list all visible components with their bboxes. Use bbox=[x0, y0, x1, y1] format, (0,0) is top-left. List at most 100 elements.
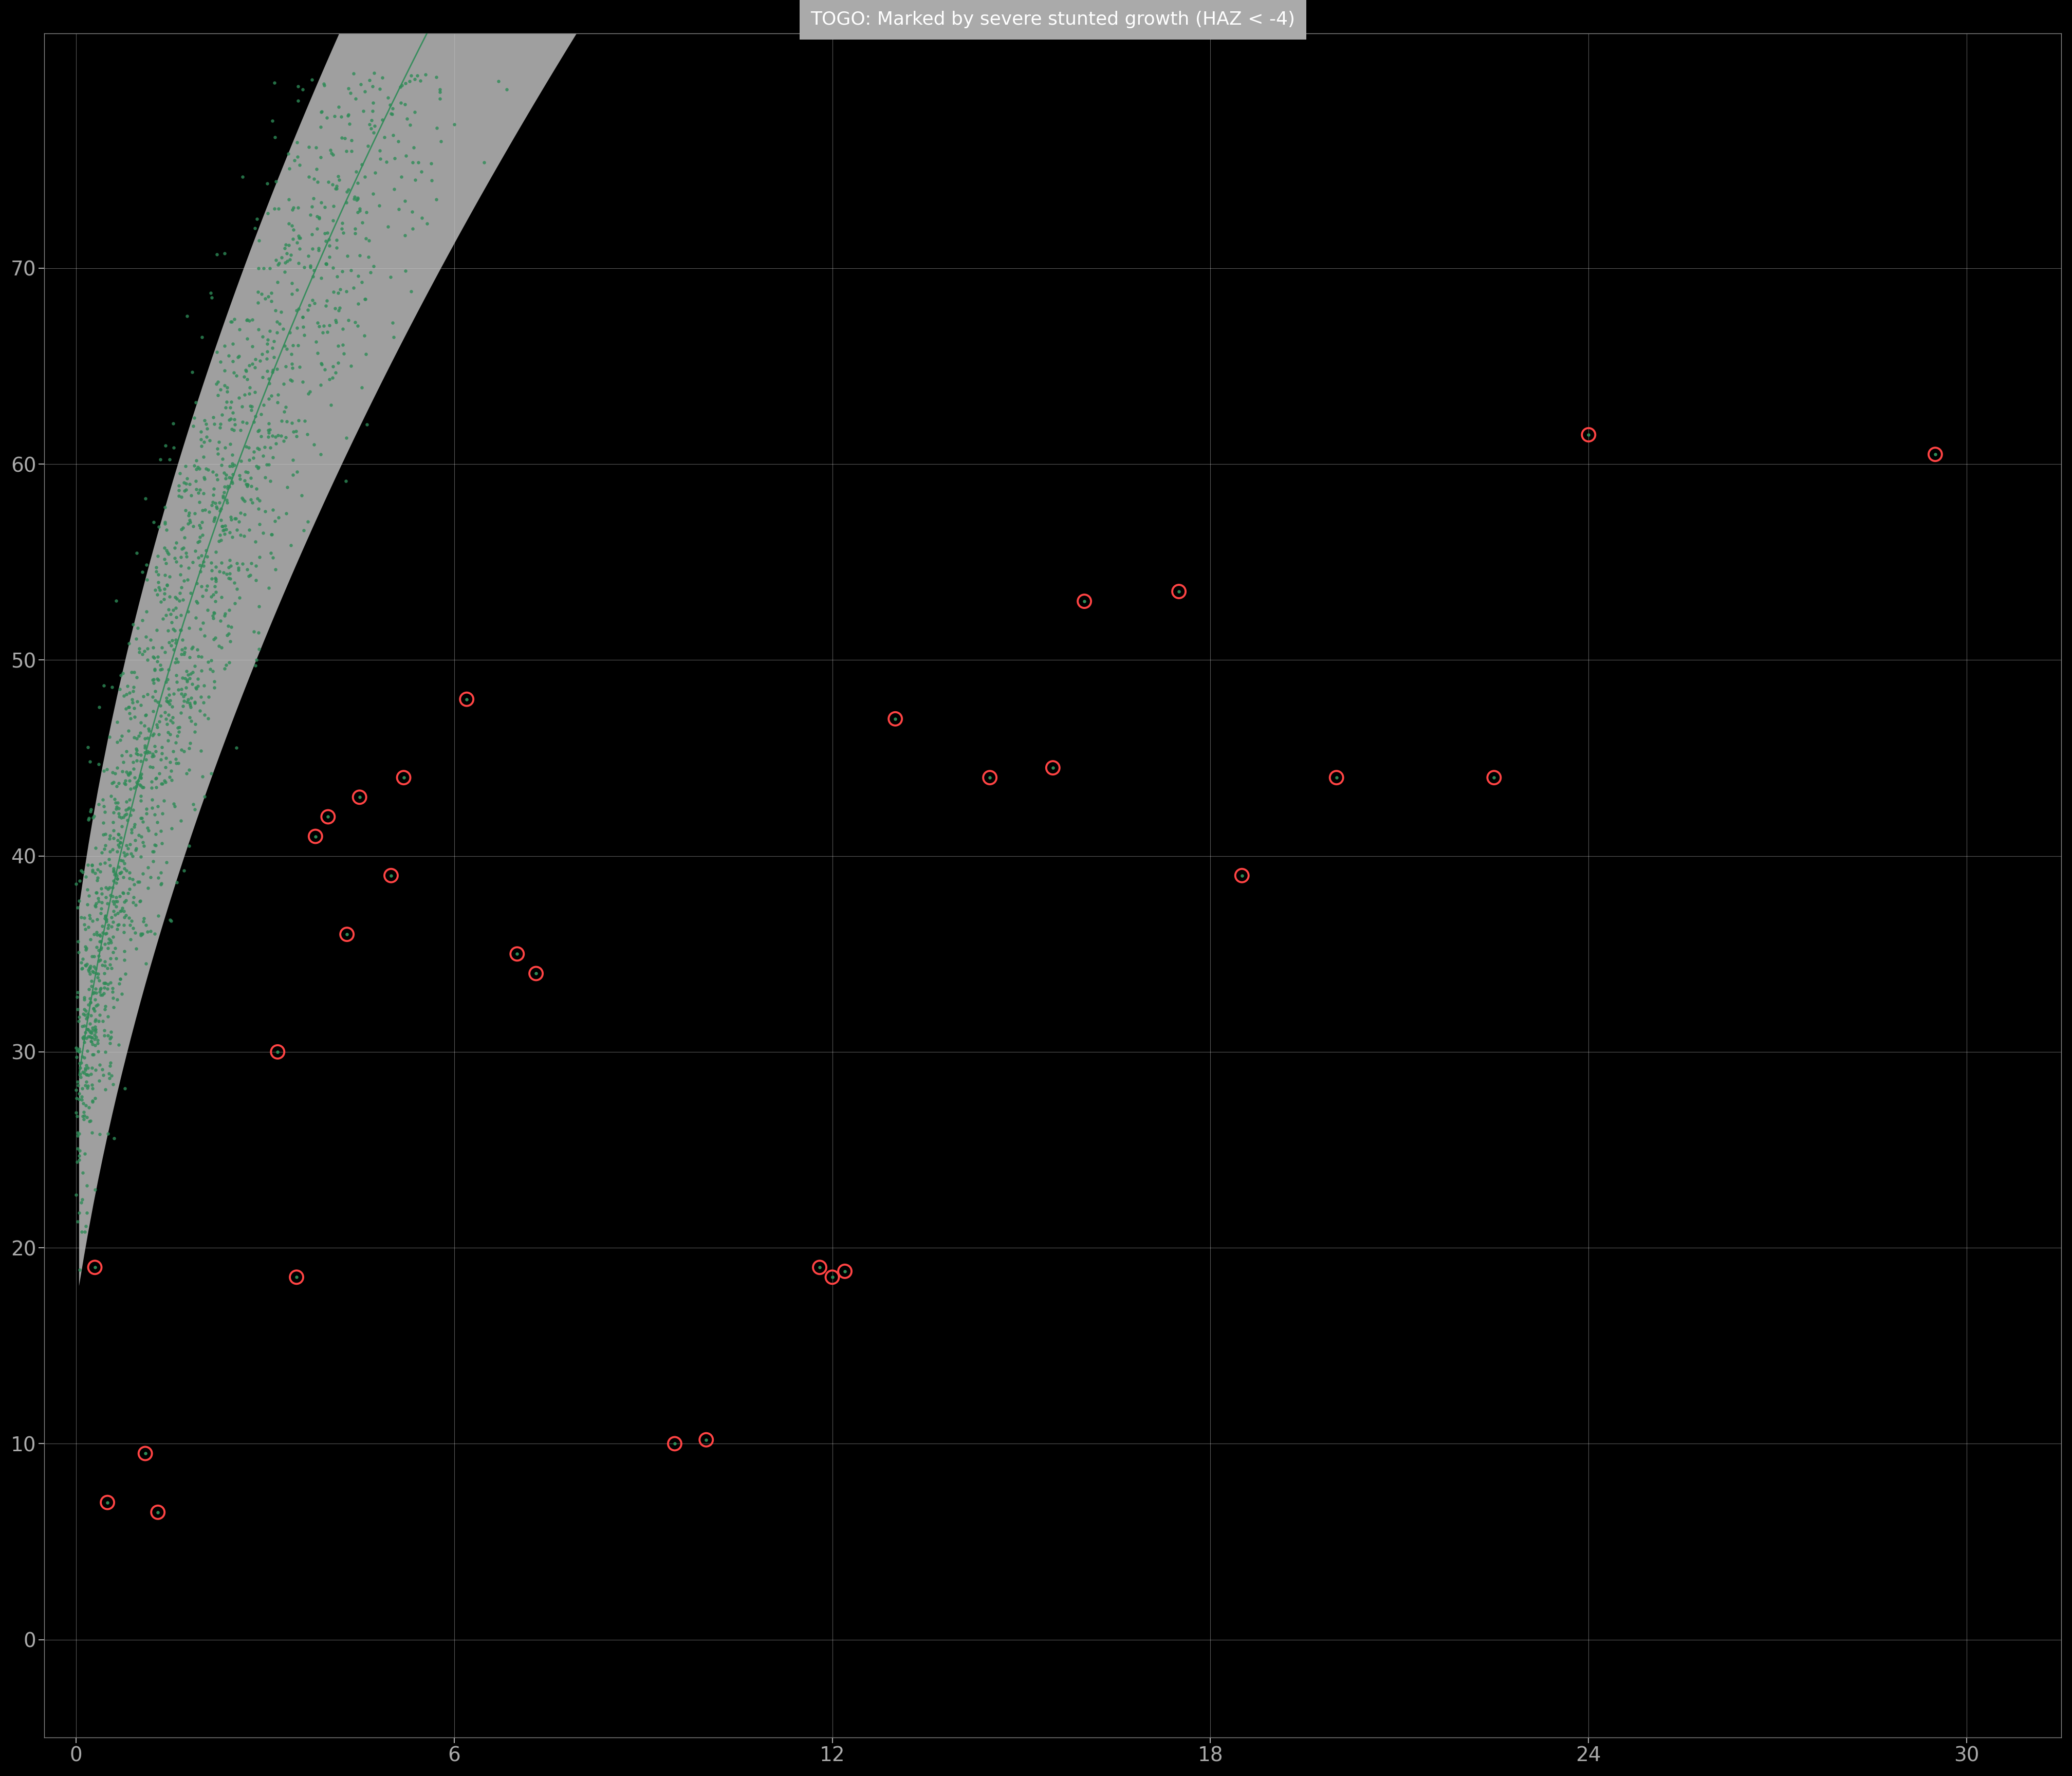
Point bbox=[276, 350, 309, 378]
Point bbox=[305, 440, 338, 469]
Point bbox=[232, 433, 265, 462]
Point bbox=[240, 474, 274, 503]
Point bbox=[68, 1000, 102, 1028]
Point bbox=[242, 591, 276, 620]
Point bbox=[112, 785, 145, 813]
Point bbox=[213, 453, 247, 481]
Point bbox=[137, 721, 170, 749]
Point bbox=[160, 668, 193, 696]
Point bbox=[168, 634, 201, 662]
Point bbox=[263, 309, 296, 337]
Point bbox=[232, 458, 265, 487]
Point bbox=[213, 648, 247, 677]
Point bbox=[244, 400, 278, 428]
Point bbox=[240, 204, 274, 233]
Point bbox=[89, 970, 122, 998]
Point bbox=[83, 888, 116, 916]
Point bbox=[99, 868, 133, 897]
Point bbox=[363, 144, 396, 172]
Point bbox=[91, 1119, 124, 1147]
Point bbox=[141, 710, 174, 739]
Point bbox=[226, 483, 259, 511]
Point bbox=[81, 863, 114, 892]
Point bbox=[160, 593, 193, 622]
Point bbox=[73, 1023, 106, 1051]
Point bbox=[294, 192, 327, 220]
Point bbox=[120, 739, 153, 767]
Point bbox=[68, 952, 102, 980]
Point bbox=[93, 1064, 126, 1092]
Point bbox=[189, 496, 222, 524]
Point bbox=[168, 680, 201, 709]
Point bbox=[95, 908, 128, 936]
Point bbox=[166, 664, 199, 693]
Point bbox=[253, 416, 286, 444]
Point bbox=[340, 186, 373, 215]
Point bbox=[116, 755, 149, 783]
Point bbox=[338, 183, 371, 211]
Point bbox=[234, 373, 267, 401]
Point bbox=[369, 147, 402, 176]
Point bbox=[242, 288, 276, 316]
Point bbox=[381, 195, 414, 224]
Point bbox=[174, 664, 207, 693]
Point bbox=[93, 723, 126, 751]
Point bbox=[406, 204, 439, 233]
Point bbox=[151, 540, 184, 568]
Point bbox=[104, 661, 137, 689]
Point bbox=[97, 934, 131, 963]
Point bbox=[356, 89, 390, 117]
Point bbox=[135, 773, 168, 801]
Point bbox=[83, 1066, 116, 1094]
Point bbox=[251, 423, 284, 451]
Point bbox=[124, 842, 157, 870]
Point bbox=[89, 995, 122, 1023]
Point bbox=[77, 1016, 110, 1044]
Point bbox=[215, 453, 249, 481]
Point bbox=[282, 407, 315, 435]
Point bbox=[230, 364, 263, 392]
Point bbox=[87, 959, 120, 987]
Point bbox=[110, 840, 143, 868]
Point bbox=[325, 330, 358, 359]
Point bbox=[199, 538, 232, 567]
Point bbox=[309, 355, 342, 384]
Point bbox=[66, 1089, 99, 1117]
Point bbox=[89, 797, 122, 826]
Point bbox=[176, 359, 209, 387]
Point bbox=[106, 757, 139, 785]
Point bbox=[149, 767, 182, 796]
Point bbox=[164, 616, 197, 645]
Point bbox=[213, 627, 247, 655]
Point bbox=[255, 433, 288, 462]
Point bbox=[338, 307, 371, 336]
Point bbox=[60, 1147, 93, 1176]
Point bbox=[73, 1106, 106, 1135]
Point bbox=[309, 291, 342, 320]
Point bbox=[126, 558, 160, 586]
Point bbox=[199, 588, 232, 616]
Point bbox=[371, 213, 404, 242]
Point bbox=[276, 353, 309, 382]
Point bbox=[238, 378, 271, 407]
Point bbox=[334, 352, 367, 380]
Point bbox=[240, 453, 274, 481]
Point bbox=[172, 661, 205, 689]
Point bbox=[143, 719, 176, 748]
Point bbox=[139, 687, 172, 716]
Point bbox=[184, 614, 218, 643]
Point bbox=[414, 149, 448, 178]
Point bbox=[180, 453, 213, 481]
Point bbox=[236, 305, 269, 334]
Point bbox=[180, 604, 213, 632]
Point bbox=[95, 973, 128, 1002]
Point bbox=[195, 565, 228, 593]
Point bbox=[166, 675, 199, 703]
Point bbox=[70, 876, 104, 904]
Point bbox=[77, 1014, 110, 1043]
Point bbox=[317, 140, 350, 169]
Point bbox=[280, 417, 313, 446]
Point bbox=[180, 476, 213, 504]
Point bbox=[83, 1051, 116, 1080]
Point bbox=[149, 710, 182, 739]
